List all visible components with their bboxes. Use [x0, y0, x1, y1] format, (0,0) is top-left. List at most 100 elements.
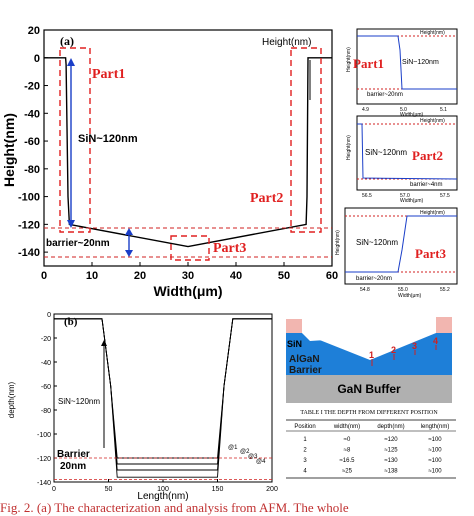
inset1-xtick-2: 5.1: [440, 107, 447, 113]
panel-b-barrier-label-1: Barrier: [57, 449, 90, 460]
gan-buffer-layer: [286, 375, 452, 403]
table-cell: 4: [303, 469, 307, 475]
table-cell: 2: [303, 448, 307, 454]
inset3-sin: SiN~120nm: [356, 238, 398, 247]
panel-b-xtick-label: 50: [105, 486, 113, 493]
inset2-xtick-1: 57.0: [400, 193, 410, 199]
table-body: Position width(nm) depth(nm) length(nm) 1 ≈0 ≈…: [294, 424, 449, 475]
inset1-barrier: barrier~20nm: [367, 92, 403, 98]
panel-a-xtick-label: 30: [182, 270, 194, 282]
schematic-algan-label: AlGaN: [289, 354, 320, 365]
panel-a-ytick-label: -140: [18, 247, 40, 259]
inset1-profile: [357, 35, 457, 90]
panel-b-xtick-label: 100: [157, 486, 169, 493]
inset3-part: Part3: [415, 246, 447, 261]
depth-table: TABLE I THE DEPTH FROM DIFFERENT POSITIO…: [286, 410, 456, 479]
inset3-xtick-0: 54.8: [360, 287, 370, 293]
inset-part3: Height(nm) SiN~120nm barrier~20nm Part3 …: [335, 207, 458, 299]
table-cell: ≈8: [344, 448, 351, 454]
panel-a-ytick-label: -60: [24, 136, 40, 148]
panel-b-probe-4: @4: [256, 459, 266, 465]
panel-b-ytick-label: -80: [41, 408, 51, 415]
panel-b-yticks: 0 -20 -40 -60 -80 -100 -120 -140: [37, 312, 57, 487]
table-cell: 3: [303, 458, 307, 464]
panel-b-ytick-label: 0: [47, 312, 51, 319]
inset1-frame: [356, 28, 458, 105]
inset3-profile: [345, 215, 457, 273]
panel-a-ytick-label: -80: [24, 164, 40, 176]
panel-a-frame: [43, 29, 333, 267]
panel-b-probe-3: @3: [248, 454, 258, 460]
inset2-barrier: barrier~4nm: [410, 182, 443, 188]
panel-b-ytick-label: -40: [41, 360, 51, 367]
inset3-frame: [344, 207, 458, 285]
panel-a-ytick-label: -100: [18, 192, 40, 204]
barrier-arrow-head-up: [125, 228, 133, 235]
marker-3: 3: [412, 341, 417, 351]
panel-b-series: [54, 318, 272, 481]
panel-a-ytick-label: -20: [24, 81, 40, 93]
panel-b-label: (b): [64, 316, 78, 328]
table-cell: ≈100: [428, 458, 442, 464]
panel-b-ytick-label: -120: [37, 456, 51, 463]
panel-a-label: (a): [60, 34, 74, 48]
sin-right-block: [436, 317, 452, 333]
inset2-frame: [356, 115, 458, 191]
inset2-xtick-2: 57.5: [440, 193, 450, 199]
inset2-profile: [357, 123, 458, 180]
table-header-cell: Position: [294, 424, 315, 430]
panel-a-xtick-label: 20: [134, 270, 146, 282]
panel-a-xtick-label: 10: [86, 270, 98, 282]
panel-b-series-line-2: [54, 318, 272, 465]
inset3-xlabel: Width(μm): [398, 293, 421, 299]
inset2-legend: Height(nm): [420, 118, 445, 124]
inset2-ylabel: Height(nm): [346, 135, 352, 160]
inset1-xtick-0: 4.9: [362, 107, 369, 113]
etched-recess: [302, 333, 436, 360]
table-cell: ≈16.5: [340, 458, 356, 464]
panel-b-ytick-label: -60: [41, 384, 51, 391]
table-cell: ≈138: [384, 469, 398, 475]
table-cell: ≈120: [384, 437, 398, 443]
panel-b-sin-arrow-head: [101, 340, 107, 346]
panel-a-ytick-label: 20: [28, 25, 40, 37]
panel-a-xtick-label: 40: [230, 270, 242, 282]
panel-b-series-line-1: [54, 318, 272, 459]
marker-4: 4: [433, 336, 438, 346]
device-schematic: SiN AlGaN Barrier GaN Buffer 1 2 3 4: [286, 317, 452, 403]
panel-a-yticks: 20 0 -20 -40 -60 -80 -100 -120 -140: [18, 25, 48, 259]
inset1-legend: Height(nm): [420, 30, 445, 36]
panel-b-sin-label: SiN~120nm: [58, 397, 100, 406]
panel-a-profile-line: [44, 57, 332, 248]
panel-b-xtick-label: 200: [266, 486, 278, 493]
table-cell: ≈0: [344, 437, 351, 443]
sin-left-block: [286, 319, 302, 333]
part3-box: [170, 235, 210, 261]
schematic-gan-label: GaN Buffer: [337, 382, 401, 396]
part1-label: Part1: [92, 67, 125, 82]
panel-a-ytick-label: 0: [34, 53, 40, 65]
schematic-barrier-label: Barrier: [289, 365, 322, 376]
panel-b-ytick-label: -100: [37, 432, 51, 439]
inset2-xtick-0: 56.5: [362, 193, 372, 199]
table-header-cell: width(nm): [333, 424, 360, 430]
panel-a-legend: Height(nm): [262, 37, 311, 48]
inset2-part: Part2: [412, 148, 443, 163]
table-header-cell: depth(nm): [377, 424, 404, 430]
panel-a-xtick-label: 60: [326, 270, 338, 282]
table-cell: 1: [303, 437, 307, 443]
sin-arrow-head-up: [67, 58, 75, 66]
inset2-xlabel: Width(μm): [400, 198, 423, 204]
figure-caption: Fig. 2. (a) The characterization and ana…: [0, 500, 349, 515]
inset3-xtick-2: 55.2: [440, 287, 450, 293]
part1-box: [59, 47, 91, 233]
panel-a-ytick-label: -40: [24, 108, 40, 120]
panel-a-sin-label: SiN~120nm: [78, 133, 138, 145]
inset-part1: Height(nm) SiN~120nm barrier~20nm Part1 …: [346, 28, 458, 118]
table-cell: ≈130: [384, 458, 398, 464]
panel-a-ytick-label: -120: [18, 219, 40, 231]
panel-b-xtick-label: 150: [212, 486, 224, 493]
table-cell: ≈125: [384, 448, 398, 454]
panel-b-probe-2: @2: [240, 449, 250, 455]
